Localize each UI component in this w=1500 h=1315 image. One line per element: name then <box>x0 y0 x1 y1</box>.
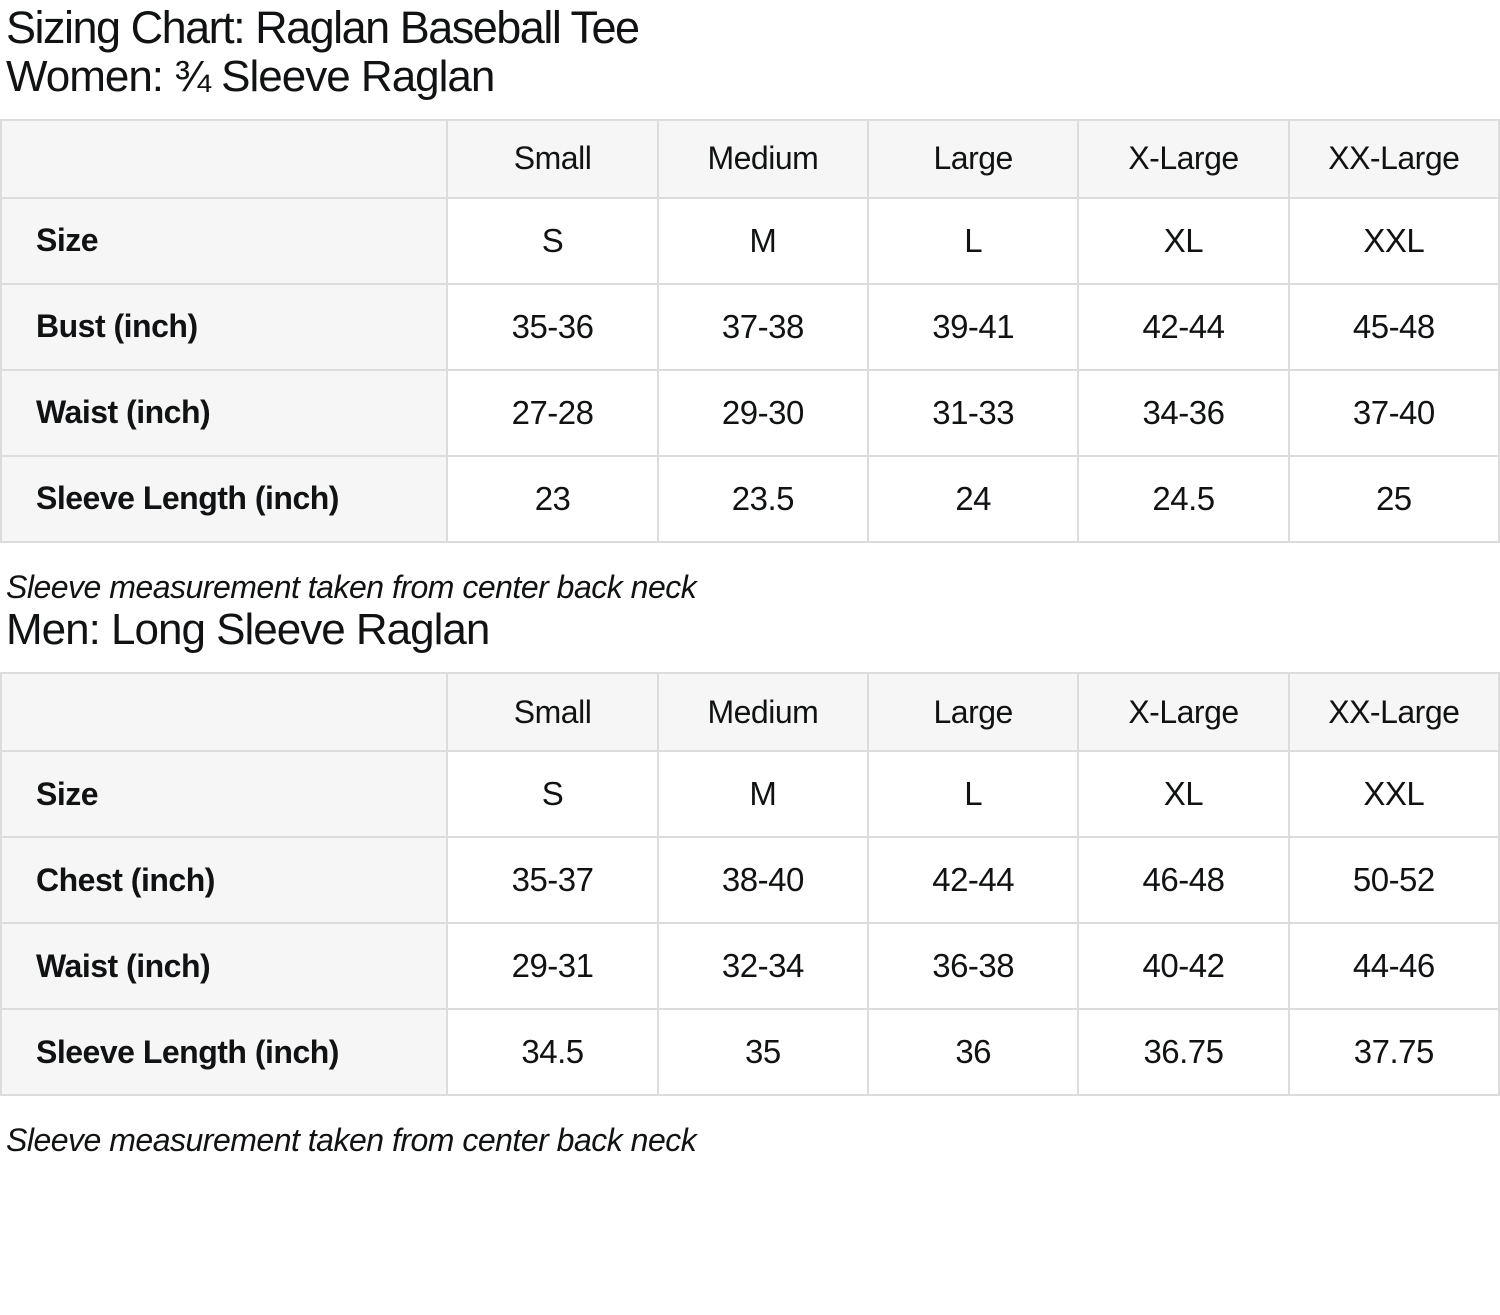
row-label: Waist (inch) <box>0 368 449 457</box>
men-section: Men: Long Sleeve Raglan Small Medium Lar… <box>0 604 1500 1159</box>
header-row: Small Medium Large X-Large XX-Large <box>0 672 1500 753</box>
table-cell: 24.5 <box>1077 454 1290 543</box>
corner-header-cell <box>0 672 449 753</box>
table-cell: 23 <box>446 454 659 543</box>
row-label: Chest (inch) <box>0 836 449 925</box>
men-table-header: Small Medium Large X-Large XX-Large <box>0 672 1500 753</box>
men-sizing-table: Small Medium Large X-Large XX-Large Size… <box>0 672 1500 1097</box>
table-cell: 35-36 <box>446 282 659 371</box>
table-row-waist: Waist (inch) 27-28 29-30 31-33 34-36 37-… <box>0 368 1500 457</box>
corner-header-cell <box>0 118 449 199</box>
table-cell: 37-38 <box>656 282 870 371</box>
table-row-sleeve-length: Sleeve Length (inch) 23 23.5 24 24.5 25 <box>0 454 1500 543</box>
table-cell: 35-37 <box>446 836 659 925</box>
men-measurement-note: Sleeve measurement taken from center bac… <box>6 1122 697 1159</box>
row-label: Sleeve Length (inch) <box>0 1008 449 1097</box>
women-table-body: Size S M L XL XXL Bust (inch) 35-36 37-3… <box>0 196 1500 543</box>
table-cell: 32-34 <box>656 922 870 1011</box>
column-header-xx-large: XX-Large <box>1287 118 1500 199</box>
table-cell: 40-42 <box>1077 922 1290 1011</box>
women-section-heading: Women: ¾ Sleeve Raglan <box>6 51 495 101</box>
table-row-size: Size S M L XL XXL <box>0 196 1500 285</box>
column-header-large: Large <box>867 118 1080 199</box>
sizing-chart-page: Sizing Chart: Raglan Baseball Tee Women:… <box>0 2 1500 1159</box>
table-cell: L <box>867 750 1080 839</box>
women-sizing-table: Small Medium Large X-Large XX-Large Size… <box>0 118 1500 543</box>
table-cell: S <box>446 750 659 839</box>
table-cell: 23.5 <box>656 454 870 543</box>
men-table-body: Size S M L XL XXL Chest (inch) 35-37 38-… <box>0 750 1500 1097</box>
table-row-size: Size S M L XL XXL <box>0 750 1500 839</box>
women-measurement-note: Sleeve measurement taken from center bac… <box>6 568 697 605</box>
row-label: Size <box>0 750 449 839</box>
table-cell: 34.5 <box>446 1008 659 1097</box>
table-cell: XL <box>1077 750 1290 839</box>
column-header-xx-large: XX-Large <box>1287 672 1500 753</box>
table-cell: 37.75 <box>1287 1008 1500 1097</box>
table-cell: XL <box>1077 196 1290 285</box>
table-cell: 34-36 <box>1077 368 1290 457</box>
table-cell: 44-46 <box>1287 922 1500 1011</box>
column-header-x-large: X-Large <box>1077 118 1290 199</box>
header-row: Small Medium Large X-Large XX-Large <box>0 118 1500 199</box>
table-cell: 29-31 <box>446 922 659 1011</box>
table-cell: 35 <box>656 1008 870 1097</box>
table-cell: 39-41 <box>867 282 1080 371</box>
table-cell: 36-38 <box>867 922 1080 1011</box>
table-row-chest: Chest (inch) 35-37 38-40 42-44 46-48 50-… <box>0 836 1500 925</box>
table-cell: 50-52 <box>1287 836 1500 925</box>
table-cell: 46-48 <box>1077 836 1290 925</box>
table-cell: 37-40 <box>1287 368 1500 457</box>
table-cell: L <box>867 196 1080 285</box>
row-label: Bust (inch) <box>0 282 449 371</box>
table-cell: 42-44 <box>1077 282 1290 371</box>
page-title: Sizing Chart: Raglan Baseball Tee <box>6 2 640 53</box>
table-cell: M <box>656 196 870 285</box>
table-cell: 45-48 <box>1287 282 1500 371</box>
row-label: Sleeve Length (inch) <box>0 454 449 543</box>
column-header-medium: Medium <box>656 118 870 199</box>
column-header-small: Small <box>446 118 659 199</box>
column-header-medium: Medium <box>656 672 870 753</box>
table-cell: 38-40 <box>656 836 870 925</box>
column-header-x-large: X-Large <box>1077 672 1290 753</box>
table-cell: S <box>446 196 659 285</box>
table-cell: XXL <box>1287 750 1500 839</box>
table-row-waist: Waist (inch) 29-31 32-34 36-38 40-42 44-… <box>0 922 1500 1011</box>
column-header-small: Small <box>446 672 659 753</box>
table-cell: 31-33 <box>867 368 1080 457</box>
men-section-heading: Men: Long Sleeve Raglan <box>6 604 490 654</box>
table-row-bust: Bust (inch) 35-36 37-38 39-41 42-44 45-4… <box>0 282 1500 371</box>
table-cell: 25 <box>1287 454 1500 543</box>
table-cell: 29-30 <box>656 368 870 457</box>
row-label: Waist (inch) <box>0 922 449 1011</box>
table-cell: 36.75 <box>1077 1008 1290 1097</box>
table-cell: XXL <box>1287 196 1500 285</box>
row-label: Size <box>0 196 449 285</box>
table-cell: 27-28 <box>446 368 659 457</box>
table-cell: 24 <box>867 454 1080 543</box>
table-cell: M <box>656 750 870 839</box>
table-cell: 42-44 <box>867 836 1080 925</box>
women-table-header: Small Medium Large X-Large XX-Large <box>0 118 1500 199</box>
table-cell: 36 <box>867 1008 1080 1097</box>
column-header-large: Large <box>867 672 1080 753</box>
women-section: Women: ¾ Sleeve Raglan Small Medium Larg… <box>0 51 1500 606</box>
table-row-sleeve-length: Sleeve Length (inch) 34.5 35 36 36.75 37… <box>0 1008 1500 1097</box>
